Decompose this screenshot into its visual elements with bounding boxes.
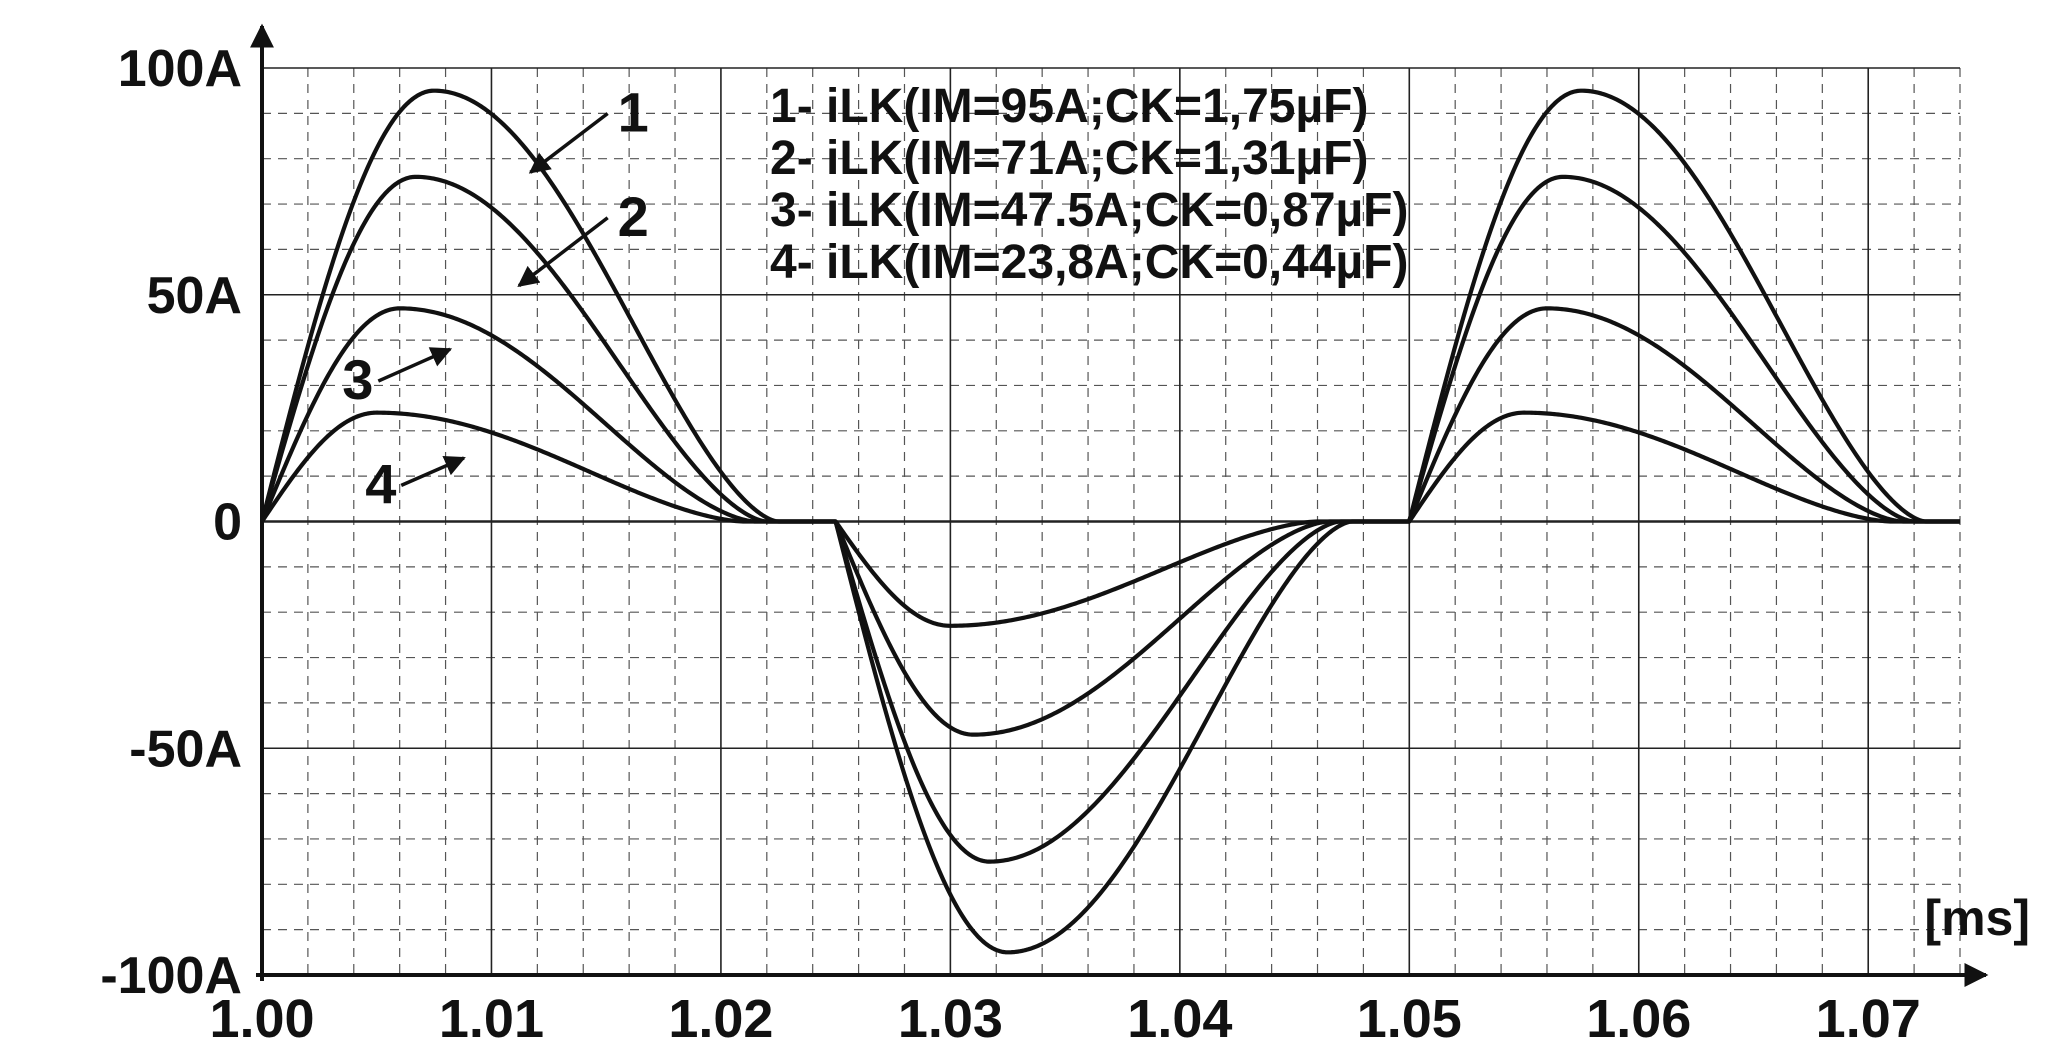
legend-entry-2: 2- iLK(IM=71A;CK=1,31µF) bbox=[770, 132, 1368, 185]
x-tick-label: 1.04 bbox=[1127, 989, 1232, 1049]
series-4-line bbox=[260, 410, 1961, 628]
axes bbox=[250, 23, 1989, 987]
x-tick-label: 1.00 bbox=[209, 989, 314, 1049]
series-1-line bbox=[259, 88, 1961, 955]
callout-arrow-3 bbox=[377, 347, 453, 383]
legend-entry-1: 1- iLK(IM=95A;CK=1,75µF) bbox=[770, 80, 1368, 133]
y-tick-label: 0 bbox=[213, 494, 242, 552]
x-tick-label: 1.03 bbox=[898, 989, 1003, 1049]
series-layer bbox=[259, 88, 1961, 955]
callout-label-4: 4 bbox=[365, 452, 396, 515]
x-tick-label: 1.05 bbox=[1357, 989, 1462, 1049]
legend-entry-3: 3- iLK(IM=47.5A;CK=0,87µF) bbox=[770, 184, 1408, 237]
series-2-line bbox=[259, 174, 1961, 864]
callout-arrow-2 bbox=[517, 216, 609, 288]
callout-label-1: 1 bbox=[618, 80, 649, 143]
callout-arrow-4 bbox=[400, 455, 466, 487]
legend-entry-4: 4- iLK(IM=23,8A;CK=0,44µF) bbox=[770, 236, 1408, 289]
x-unit-label: [ms] bbox=[1924, 890, 2030, 946]
y-tick-label: 50A bbox=[147, 267, 242, 325]
x-tick-label: 1.07 bbox=[1816, 989, 1921, 1049]
x-tick-label: 1.02 bbox=[668, 989, 773, 1049]
series-3-line bbox=[260, 306, 1961, 737]
callout-layer: 1 2 3 4 bbox=[342, 80, 649, 515]
callout-label-3: 3 bbox=[342, 348, 373, 411]
x-tick-label: 1.06 bbox=[1586, 989, 1691, 1049]
x-tick-label: 1.01 bbox=[439, 989, 544, 1049]
callout-arrow-1 bbox=[528, 112, 609, 174]
legend: 1- iLK(IM=95A;CK=1,75µF)2- iLK(IM=71A;CK… bbox=[770, 80, 1408, 289]
y-tick-label: 100A bbox=[118, 40, 242, 98]
y-tick-label: -100A bbox=[100, 947, 242, 1005]
y-tick-label: -50A bbox=[129, 720, 242, 778]
callout-label-2: 2 bbox=[618, 185, 649, 248]
